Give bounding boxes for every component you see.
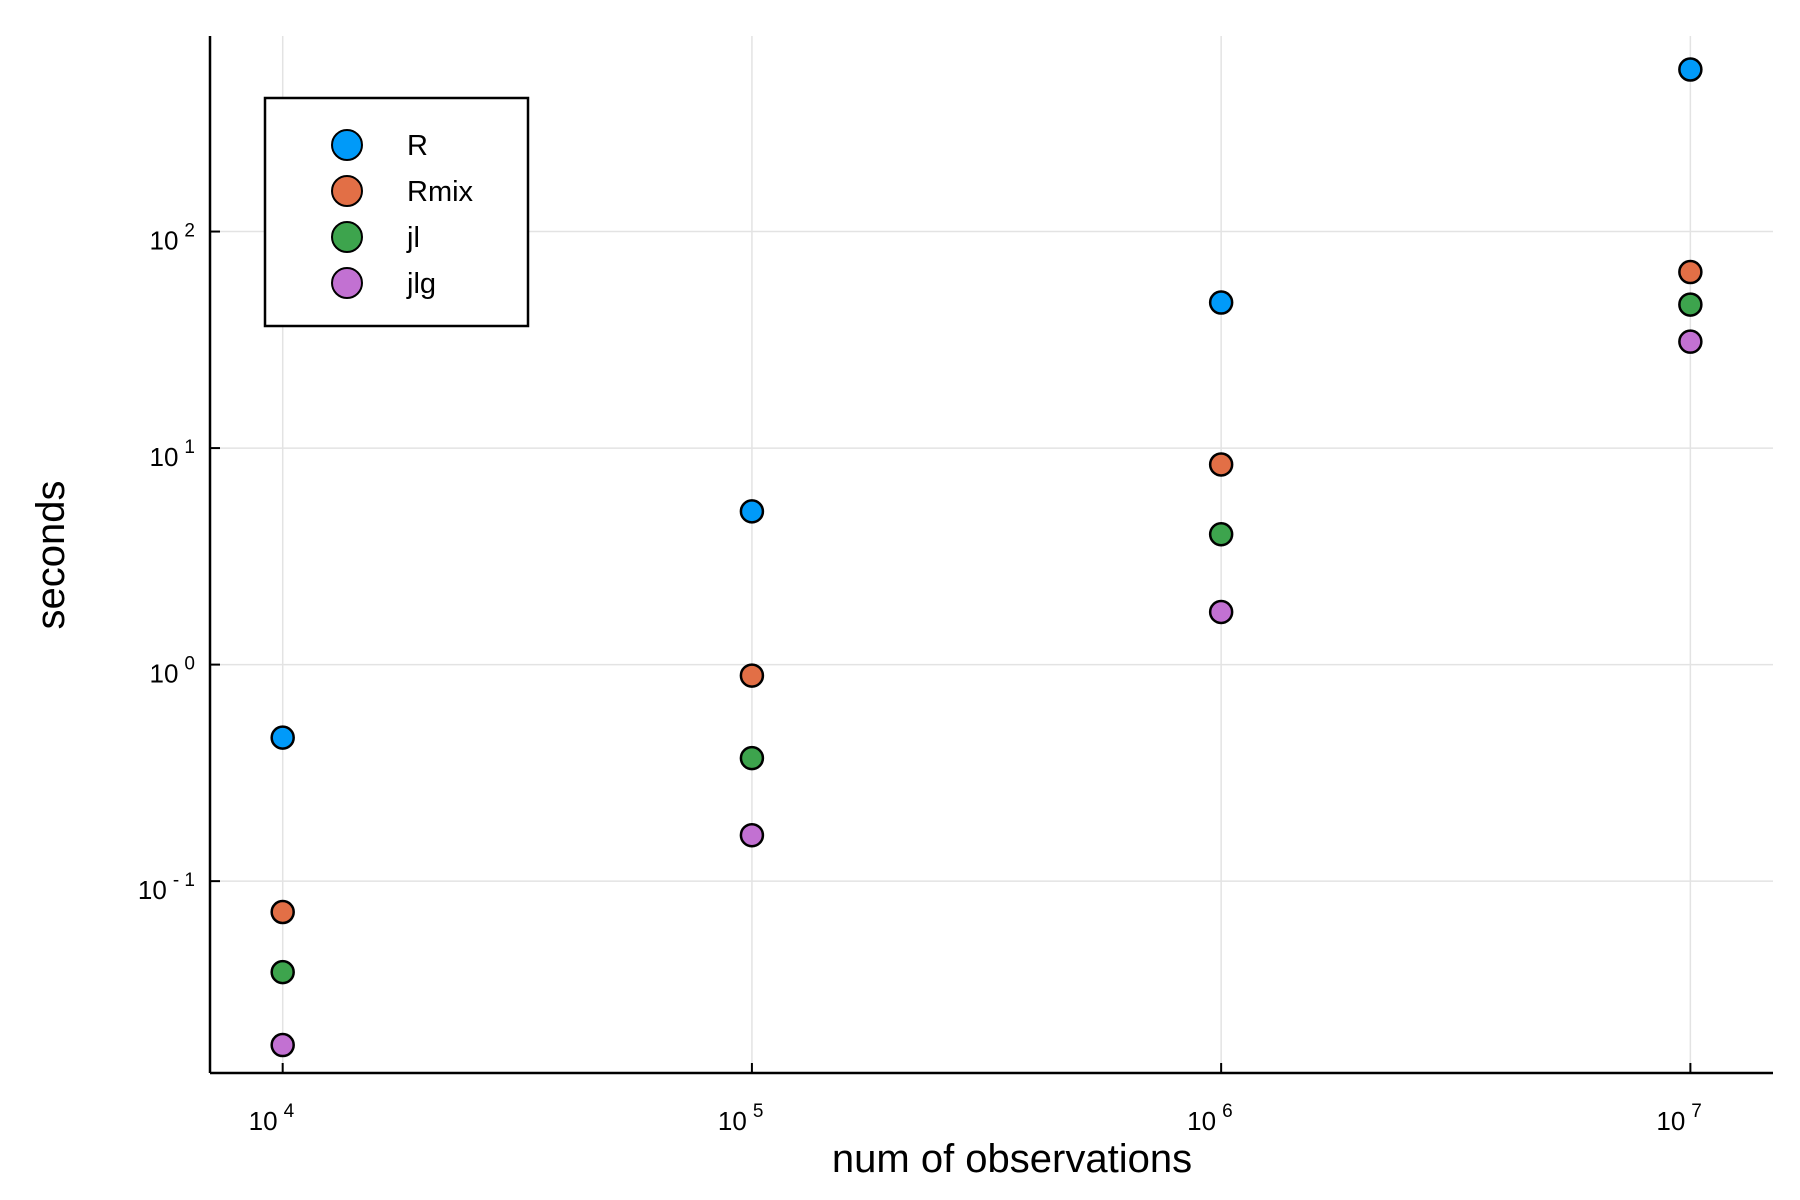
point-rmix (1678, 259, 1703, 285)
x-tick-label: 10 4 (249, 1101, 295, 1136)
point-jlg (1678, 329, 1703, 354)
legend-marker-rmix (331, 175, 363, 207)
legend-box (263, 96, 530, 328)
point-rmix (739, 663, 765, 688)
point-rmix (1208, 452, 1234, 477)
point-jl (739, 745, 765, 771)
point-jl (270, 959, 295, 985)
point-jlg (270, 1032, 295, 1058)
legend-label-r: R (407, 130, 428, 162)
x-tick-label: 10 7 (1656, 1101, 1702, 1136)
y-axis-title: seconds (29, 481, 73, 630)
y-tick-label: 10 1 (150, 437, 196, 472)
axes (208, 36, 1773, 1075)
point-r (1208, 290, 1234, 315)
point-r (270, 725, 295, 750)
data-points (270, 57, 1703, 1058)
legend-label-rmix: Rmix (407, 176, 474, 208)
point-r (739, 499, 765, 524)
point-jl (1678, 292, 1703, 317)
legend-marker-jlg (331, 267, 363, 299)
legend: R Rmix jl jlg (263, 96, 530, 328)
point-jlg (1208, 599, 1234, 625)
x-tick-label: 10 5 (718, 1101, 764, 1136)
y-tick-label: 10- 1 (138, 870, 195, 905)
grid (210, 36, 1773, 1073)
point-r (1678, 57, 1703, 82)
legend-label-jlg: jlg (406, 268, 436, 300)
x-tick-label: 10 6 (1187, 1101, 1233, 1136)
point-jlg (739, 822, 765, 848)
x-axis-title: num of observations (832, 1137, 1192, 1181)
point-jl (1208, 521, 1234, 547)
point-rmix (270, 899, 295, 925)
y-tick-label: 10 2 (150, 221, 196, 256)
legend-label-jl: jl (406, 222, 420, 254)
y-tick-label: 10 0 (150, 654, 196, 689)
legend-marker-jl (331, 221, 363, 253)
legend-marker-r (331, 129, 363, 161)
